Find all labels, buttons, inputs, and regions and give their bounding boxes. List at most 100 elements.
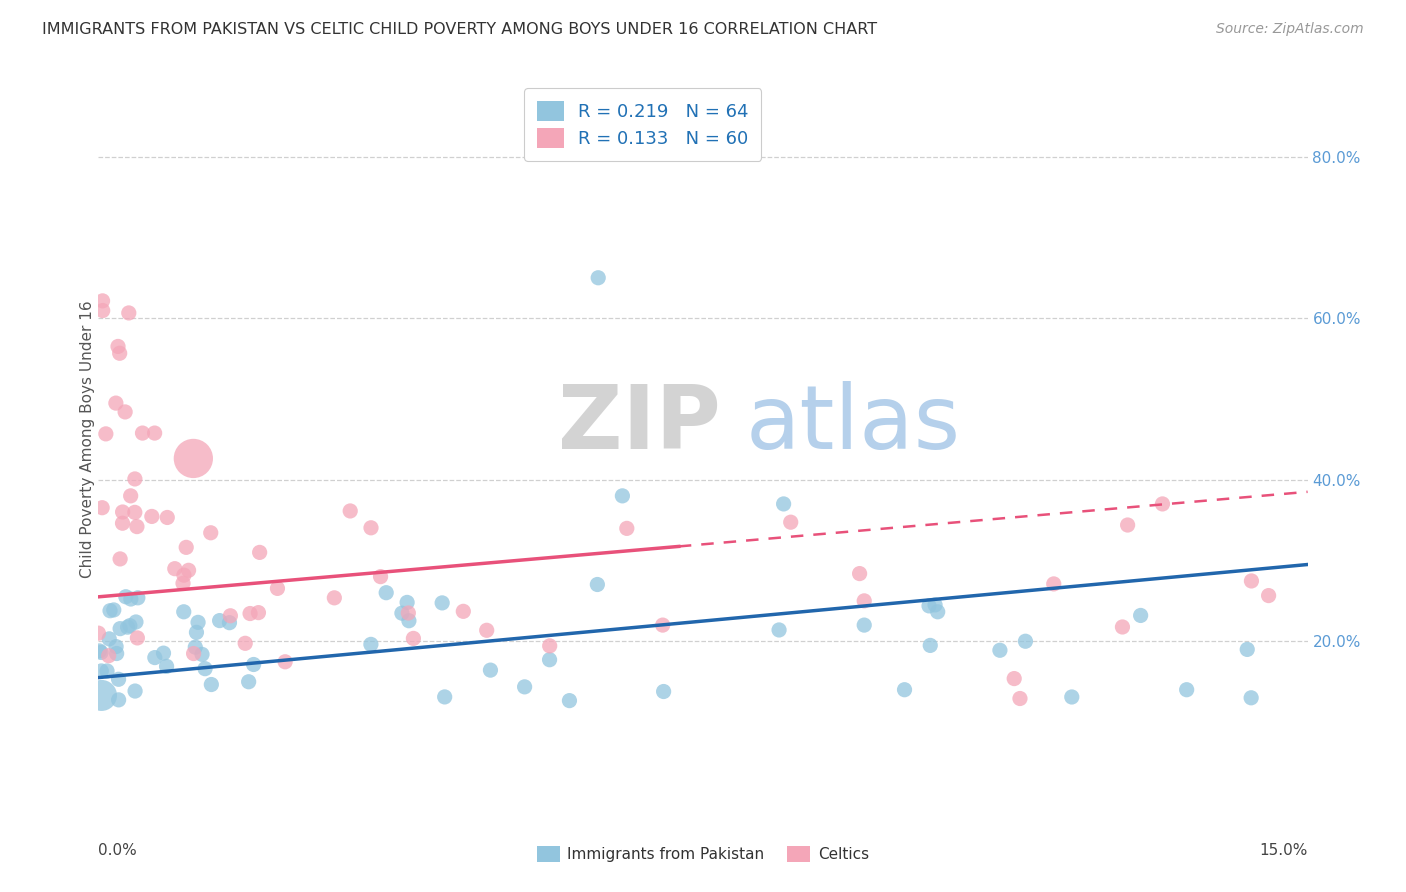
Point bbox=[247, 606, 270, 620]
Point bbox=[558, 693, 581, 707]
Point bbox=[124, 472, 146, 486]
Point bbox=[105, 640, 128, 654]
Point bbox=[120, 489, 142, 503]
Point bbox=[152, 646, 174, 660]
Point bbox=[1152, 497, 1174, 511]
Legend: R = 0.219   N = 64, R = 0.133   N = 60: R = 0.219 N = 64, R = 0.133 N = 60 bbox=[524, 88, 761, 161]
Point bbox=[586, 270, 609, 285]
Point bbox=[396, 606, 419, 620]
Point bbox=[183, 647, 205, 661]
Point bbox=[177, 563, 200, 577]
Point bbox=[479, 663, 502, 677]
Point bbox=[124, 505, 146, 519]
Point bbox=[612, 489, 634, 503]
Point bbox=[242, 657, 264, 672]
Point bbox=[249, 545, 271, 559]
Point bbox=[1111, 620, 1133, 634]
Point bbox=[91, 500, 114, 515]
Point bbox=[173, 605, 195, 619]
Point bbox=[194, 662, 217, 676]
Point bbox=[200, 525, 222, 540]
Point bbox=[586, 577, 609, 591]
Point bbox=[94, 426, 117, 441]
Point bbox=[1002, 672, 1025, 686]
Point bbox=[1008, 691, 1031, 706]
Point bbox=[91, 293, 114, 308]
Text: atlas: atlas bbox=[745, 381, 960, 468]
Point bbox=[98, 632, 121, 646]
Point bbox=[339, 504, 361, 518]
Point bbox=[538, 653, 561, 667]
Point bbox=[513, 680, 536, 694]
Point bbox=[105, 647, 128, 661]
Point bbox=[402, 632, 425, 646]
Point bbox=[131, 426, 153, 441]
Point bbox=[779, 515, 801, 529]
Point bbox=[118, 618, 141, 632]
Text: IMMIGRANTS FROM PAKISTAN VS CELTIC CHILD POVERTY AMONG BOYS UNDER 16 CORRELATION: IMMIGRANTS FROM PAKISTAN VS CELTIC CHILD… bbox=[42, 22, 877, 37]
Point bbox=[108, 622, 131, 636]
Point bbox=[218, 615, 240, 630]
Point bbox=[396, 595, 419, 609]
Point bbox=[652, 684, 675, 698]
Point bbox=[172, 576, 194, 591]
Point bbox=[103, 603, 125, 617]
Point bbox=[927, 605, 949, 619]
Point bbox=[104, 396, 127, 410]
Point bbox=[323, 591, 346, 605]
Text: 0.0%: 0.0% bbox=[98, 843, 138, 858]
Point bbox=[124, 684, 146, 698]
Point bbox=[183, 451, 205, 466]
Point bbox=[651, 618, 673, 632]
Point bbox=[853, 618, 876, 632]
Text: 15.0%: 15.0% bbox=[1260, 843, 1308, 858]
Point bbox=[97, 648, 120, 663]
Point bbox=[238, 674, 260, 689]
Point bbox=[274, 655, 297, 669]
Point bbox=[143, 425, 166, 440]
Point bbox=[141, 509, 163, 524]
Point bbox=[433, 690, 456, 704]
Point bbox=[375, 585, 398, 599]
Point bbox=[114, 405, 136, 419]
Point bbox=[918, 599, 941, 613]
Point bbox=[125, 615, 148, 629]
Point bbox=[208, 614, 231, 628]
Point bbox=[360, 521, 382, 535]
Point bbox=[96, 664, 118, 678]
Point bbox=[120, 592, 142, 607]
Point bbox=[90, 689, 112, 703]
Point bbox=[1240, 690, 1263, 705]
Point bbox=[848, 566, 870, 581]
Point bbox=[616, 521, 638, 535]
Point bbox=[924, 598, 946, 612]
Point bbox=[108, 552, 131, 566]
Point bbox=[475, 624, 498, 638]
Point bbox=[772, 497, 794, 511]
Point bbox=[1175, 682, 1198, 697]
Point bbox=[266, 582, 288, 596]
Point bbox=[853, 594, 876, 608]
Y-axis label: Child Poverty Among Boys Under 16: Child Poverty Among Boys Under 16 bbox=[80, 301, 94, 578]
Point bbox=[114, 590, 136, 604]
Point bbox=[200, 677, 222, 691]
Point bbox=[127, 591, 149, 605]
Point bbox=[156, 510, 179, 524]
Text: ZIP: ZIP bbox=[558, 381, 721, 468]
Point bbox=[239, 607, 262, 621]
Point bbox=[127, 631, 149, 645]
Point bbox=[370, 569, 392, 583]
Point bbox=[155, 659, 177, 673]
Point bbox=[117, 620, 139, 634]
Point bbox=[90, 645, 112, 659]
Point bbox=[184, 640, 207, 655]
Point bbox=[186, 625, 208, 640]
Point bbox=[107, 673, 129, 687]
Point bbox=[191, 648, 214, 662]
Point bbox=[111, 505, 134, 519]
Point bbox=[1257, 589, 1279, 603]
Point bbox=[118, 306, 141, 320]
Point bbox=[1116, 518, 1139, 533]
Point bbox=[233, 636, 256, 650]
Point bbox=[1042, 577, 1064, 591]
